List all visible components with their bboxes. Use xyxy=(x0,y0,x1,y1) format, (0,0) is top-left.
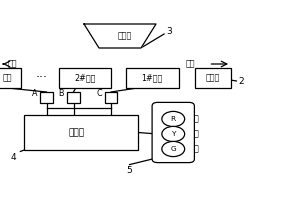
Text: 1#車廂: 1#車廂 xyxy=(142,73,163,82)
Bar xyxy=(0,68,21,88)
Text: 向左: 向左 xyxy=(8,60,17,68)
Text: G: G xyxy=(170,146,176,152)
Text: B: B xyxy=(59,89,64,98)
Text: 2#車廂: 2#車廂 xyxy=(74,73,95,82)
Text: 向右: 向右 xyxy=(186,60,196,68)
Bar xyxy=(195,68,231,88)
Text: 2: 2 xyxy=(238,76,244,86)
Text: 4: 4 xyxy=(11,153,16,162)
Circle shape xyxy=(162,111,185,127)
Text: R: R xyxy=(171,116,176,122)
Bar xyxy=(67,92,80,103)
Polygon shape xyxy=(84,24,156,48)
Bar xyxy=(40,92,53,103)
Bar xyxy=(105,92,117,103)
FancyBboxPatch shape xyxy=(152,102,194,163)
Text: 黃: 黃 xyxy=(194,130,198,138)
Text: 紅: 紅 xyxy=(194,114,198,123)
Circle shape xyxy=(162,141,185,157)
Text: 電機車: 電機車 xyxy=(206,73,220,82)
Bar xyxy=(58,68,111,88)
Text: ···: ··· xyxy=(36,72,48,84)
Bar xyxy=(24,115,138,150)
Text: 控制器: 控制器 xyxy=(68,129,85,138)
Text: Y: Y xyxy=(171,131,175,137)
Text: 綠: 綠 xyxy=(194,144,198,154)
Text: C: C xyxy=(96,89,102,98)
Text: A: A xyxy=(32,89,37,98)
Bar xyxy=(126,68,178,88)
Text: 5: 5 xyxy=(126,166,132,175)
Circle shape xyxy=(162,126,185,142)
Text: 放礦口: 放礦口 xyxy=(117,31,132,40)
Text: 3: 3 xyxy=(167,27,172,36)
Text: 車廂: 車廂 xyxy=(3,73,12,82)
